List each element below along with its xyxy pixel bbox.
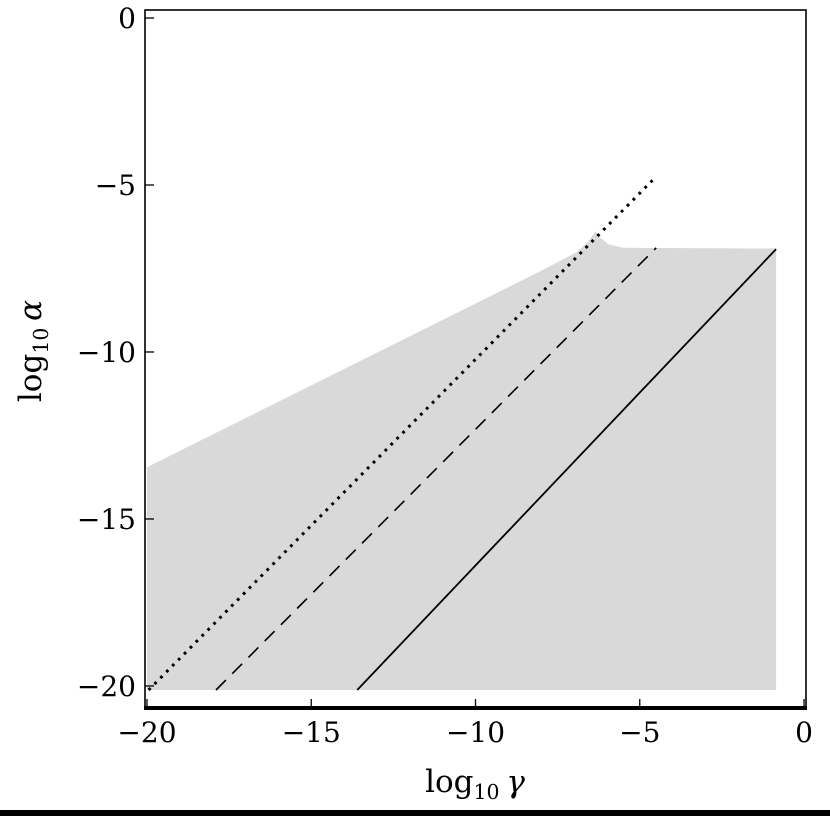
x-axis-label-func: log <box>425 764 474 800</box>
dashed-line <box>215 247 657 691</box>
solid-line <box>356 248 777 691</box>
x-axis-label: log10 γ <box>325 764 625 802</box>
y-axis-label-var: α <box>13 299 49 321</box>
y-tick-label: 0 <box>118 2 136 35</box>
y-tick-label: −10 <box>77 336 136 369</box>
x-axis-label-var: γ <box>506 764 525 800</box>
shaded-allowed-region <box>147 231 777 690</box>
x-axis-label-sub: 10 <box>473 780 500 805</box>
y-axis-label-func: log <box>13 353 49 403</box>
x-tick-label: 0 <box>795 716 813 749</box>
x-tick-label: −5 <box>619 716 660 749</box>
y-axis-label-sub: 10 <box>29 327 54 354</box>
y-tick-label: −5 <box>95 169 136 202</box>
bottom-rule <box>0 810 830 816</box>
x-tick-label: −10 <box>446 716 505 749</box>
dotted-line <box>147 177 656 692</box>
y-tick-label: −15 <box>77 503 136 536</box>
x-tick-label: −20 <box>117 716 176 749</box>
y-axis-label: log10 α <box>10 256 54 446</box>
y-tick-label: −20 <box>77 670 136 703</box>
x-tick-label: −15 <box>282 716 341 749</box>
